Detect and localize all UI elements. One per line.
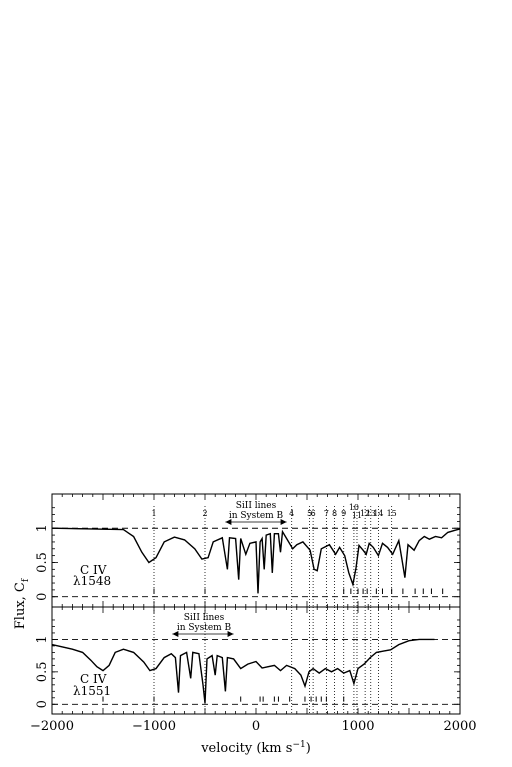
y-tick-label: 0.5 [35,552,50,573]
component-label: 4 [289,509,294,518]
x-tick-label: −1000 [132,719,176,734]
arrow-head-left [172,631,179,637]
component-label: 2 [202,509,207,518]
arrow-head-right [227,631,234,637]
y-tick-label: 0.5 [35,662,50,683]
y-tick-label: 0 [35,593,50,601]
x-tick-label: 0 [252,719,260,734]
component-label: 10 [349,503,359,512]
model-1548-line [51,527,461,594]
x-tick-label: 2000 [443,719,476,734]
top-line-label: λ1548 [73,574,111,588]
component-dotted-lines [153,506,393,714]
tick-labels: 0 0.5 1 0 0.5 1 −2000 −1000 0 1000 2000 [30,524,477,734]
x-axis-title: velocity (km s−1) [200,740,311,756]
component-label: 12 [360,509,370,518]
top-annotation-line2: in System B [229,511,284,521]
component-label: 5 [307,509,312,518]
guide-dashed-lines [52,527,460,705]
x-tick-label: 1000 [341,719,374,734]
arrow-head-left [225,519,232,525]
component-label: 11 [352,511,362,520]
component-label: 7 [324,509,329,518]
component-label: 15 [387,509,397,518]
bottom-ion-label: C IV [80,672,107,686]
model-1551-line [51,638,435,704]
x-tick-label: −2000 [30,719,74,734]
spectrum-1548-line [51,527,461,594]
top-annotation-arrow [225,519,287,525]
component-label: 13 [366,509,376,518]
top-ion-label: C IV [80,563,107,577]
bottom-annotation-arrow [172,631,234,637]
component-label: 14 [373,509,383,518]
axis-ticks [51,494,461,714]
arrow-head-right [280,519,287,525]
bottom-line-label: λ1551 [73,684,111,698]
top-annotation-line1: SiII lines [236,501,277,511]
component-label: 9 [341,509,346,518]
component-tick-marks [102,588,444,702]
bottom-annotation-line1: SiII lines [184,613,225,623]
bottom-panel-frame [51,606,461,715]
y-tick-label: 1 [35,635,50,643]
y-tick-label: 1 [35,524,50,532]
component-label: 8 [332,509,337,518]
y-tick-label: 0 [35,700,50,708]
spectra [51,527,461,704]
component-label: 6 [311,509,316,518]
bottom-annotation-line2: in System B [177,623,232,633]
y-axis-title: Flux, Cf [13,578,31,629]
component-label: 1 [151,509,156,518]
